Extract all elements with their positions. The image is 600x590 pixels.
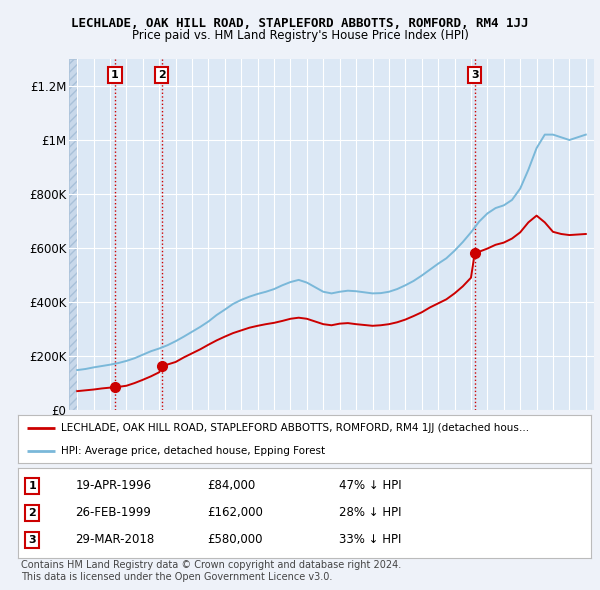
Text: 19-APR-1996: 19-APR-1996 [76,479,151,492]
Bar [69,59,77,410]
Text: 2: 2 [28,508,36,517]
Text: 1: 1 [111,70,119,80]
Text: 28% ↓ HPI: 28% ↓ HPI [339,506,401,519]
Text: 26-FEB-1999: 26-FEB-1999 [76,506,151,519]
Text: £84,000: £84,000 [207,479,256,492]
Text: LECHLADE, OAK HILL ROAD, STAPLEFORD ABBOTTS, ROMFORD, RM4 1JJ (detached hous…: LECHLADE, OAK HILL ROAD, STAPLEFORD ABBO… [61,423,529,433]
Text: 3: 3 [29,535,36,545]
Text: 29-MAR-2018: 29-MAR-2018 [76,533,155,546]
Text: LECHLADE, OAK HILL ROAD, STAPLEFORD ABBOTTS, ROMFORD, RM4 1JJ: LECHLADE, OAK HILL ROAD, STAPLEFORD ABBO… [71,17,529,30]
Text: Price paid vs. HM Land Registry's House Price Index (HPI): Price paid vs. HM Land Registry's House … [131,30,469,42]
Text: HPI: Average price, detached house, Epping Forest: HPI: Average price, detached house, Eppi… [61,445,325,455]
Bar [69,59,77,410]
Text: 47% ↓ HPI: 47% ↓ HPI [339,479,401,492]
Text: £162,000: £162,000 [207,506,263,519]
Text: 3: 3 [471,70,479,80]
Text: Contains HM Land Registry data © Crown copyright and database right 2024.
This d: Contains HM Land Registry data © Crown c… [21,560,401,582]
Text: 1: 1 [28,481,36,491]
Text: 2: 2 [158,70,166,80]
Text: £580,000: £580,000 [207,533,263,546]
Text: 33% ↓ HPI: 33% ↓ HPI [339,533,401,546]
